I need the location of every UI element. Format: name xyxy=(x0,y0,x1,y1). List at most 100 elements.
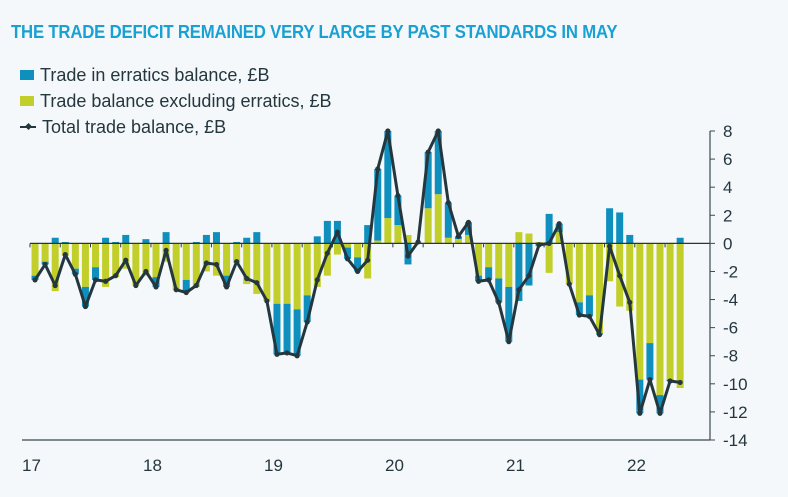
total-trade-point xyxy=(465,219,472,225)
bar-excluding-erratics xyxy=(676,243,684,389)
bar-excluding-erratics xyxy=(122,243,130,269)
total-trade-point xyxy=(123,257,129,263)
bar-excluding-erratics xyxy=(626,243,634,311)
bar-erratics xyxy=(434,131,442,195)
bar-erratics xyxy=(394,195,402,226)
bar-excluding-erratics xyxy=(475,243,483,276)
bar-erratics xyxy=(676,237,684,244)
bar-excluding-erratics xyxy=(223,243,231,276)
bar-excluding-erratics xyxy=(495,243,503,279)
total-trade-point xyxy=(516,287,522,293)
total-trade-point xyxy=(314,277,320,283)
bar-excluding-erratics xyxy=(132,243,140,286)
total-trade-point xyxy=(405,253,411,259)
bar-excluding-erratics xyxy=(323,243,331,276)
total-trade-point xyxy=(475,278,482,284)
bar-excluding-erratics xyxy=(424,208,432,244)
total-trade-point xyxy=(425,149,431,155)
bar-erratics xyxy=(515,243,523,301)
bar-erratics xyxy=(142,239,150,244)
bar-erratics xyxy=(354,257,362,272)
bar-excluding-erratics xyxy=(656,243,664,396)
total-trade-point xyxy=(627,299,633,305)
x-tick-label: 18 xyxy=(143,456,162,475)
y-tick-label: 8 xyxy=(723,122,732,141)
total-trade-point xyxy=(637,410,643,416)
bar-erratics xyxy=(525,243,533,286)
total-trade-point xyxy=(264,298,270,304)
y-tick-label: 4 xyxy=(723,178,732,197)
y-tick-label: -2 xyxy=(723,262,738,281)
bar-erratics xyxy=(384,131,392,219)
legend-swatch-excluding xyxy=(20,96,34,106)
total-trade-point xyxy=(52,282,58,289)
legend-swatch-erratics xyxy=(20,70,34,80)
bar-excluding-erratics xyxy=(384,218,392,244)
bar-excluding-erratics xyxy=(102,243,110,287)
total-trade-point xyxy=(395,193,401,199)
bar-excluding-erratics xyxy=(545,243,553,273)
chart-title: THE TRADE DEFICIT REMAINED VERY LARGE BY… xyxy=(11,22,618,42)
total-trade-point xyxy=(375,166,381,172)
legend: Trade in erratics balance, £B Trade bala… xyxy=(20,62,332,140)
bar-excluding-erratics xyxy=(575,243,583,303)
total-trade-point xyxy=(244,275,250,282)
total-trade-point xyxy=(556,221,562,227)
total-trade-point xyxy=(576,312,582,318)
legend-label-total: Total trade balance, £B xyxy=(42,116,227,137)
bar-excluding-erratics xyxy=(81,243,89,287)
total-trade-point xyxy=(455,233,461,239)
bar-excluding-erratics xyxy=(515,232,523,244)
legend-label-erratics: Trade in erratics balance, £B xyxy=(40,64,270,85)
x-tick-label: 19 xyxy=(264,456,283,475)
bar-erratics xyxy=(162,232,170,244)
total-trade-point xyxy=(294,353,300,359)
total-trade-point xyxy=(607,243,613,249)
bar-erratics xyxy=(656,395,664,414)
bar-erratics xyxy=(243,237,251,244)
y-tick-label: -14 xyxy=(723,431,748,450)
bar-erratics xyxy=(61,241,69,244)
total-trade-point xyxy=(586,313,593,319)
total-trade-point xyxy=(32,277,38,283)
total-trade-point xyxy=(143,268,149,275)
total-trade-point xyxy=(415,239,421,245)
total-trade-point xyxy=(566,281,572,287)
total-trade-point xyxy=(596,332,603,338)
bar-excluding-erratics xyxy=(354,243,362,258)
bar-erratics xyxy=(303,295,311,323)
bar-erratics xyxy=(192,241,200,244)
total-trade-point xyxy=(304,319,310,325)
bar-erratics xyxy=(344,247,352,259)
bar-excluding-erratics xyxy=(565,243,573,285)
bar-excluding-erratics xyxy=(293,243,301,310)
bar-excluding-erratics xyxy=(666,243,674,380)
bar-excluding-erratics xyxy=(112,243,120,278)
y-tick-label: 6 xyxy=(723,150,732,169)
bar-excluding-erratics xyxy=(192,243,200,287)
total-trade-point xyxy=(173,287,179,293)
total-trade-point xyxy=(113,273,119,279)
bar-erratics xyxy=(51,237,59,244)
legend-item-total: Total trade balance, £B xyxy=(20,114,332,140)
total-trade-point xyxy=(92,277,99,283)
bar-excluding-erratics xyxy=(172,243,180,290)
y-tick-label: -10 xyxy=(723,375,748,394)
total-trade-point xyxy=(42,261,48,268)
bar-erratics xyxy=(323,220,331,244)
bar-erratics xyxy=(505,286,513,342)
y-tick-label: 2 xyxy=(723,206,732,225)
bar-excluding-erratics xyxy=(233,243,241,264)
total-trade-point xyxy=(526,273,532,279)
y-tick-label: -8 xyxy=(723,347,738,366)
total-trade-point xyxy=(657,410,663,416)
bar-erratics xyxy=(253,232,261,244)
total-trade-point xyxy=(445,200,451,206)
bar-excluding-erratics xyxy=(525,233,533,244)
bar-erratics xyxy=(273,303,281,355)
bar-excluding-erratics xyxy=(374,240,382,244)
bar-erratics xyxy=(444,202,452,238)
total-trade-point xyxy=(183,289,189,296)
